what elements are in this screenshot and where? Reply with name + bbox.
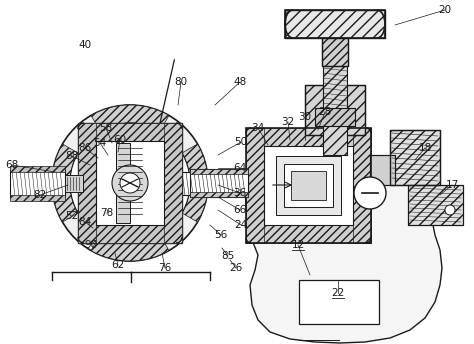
Bar	[323, 60, 347, 155]
Bar	[390, 130, 440, 185]
Text: 56: 56	[214, 230, 228, 240]
Bar	[264, 146, 353, 225]
Bar	[299, 280, 379, 324]
Bar	[353, 128, 371, 243]
Bar	[78, 123, 182, 141]
Wedge shape	[182, 144, 208, 222]
Circle shape	[112, 165, 148, 201]
Bar	[246, 128, 264, 243]
Text: 36: 36	[233, 188, 246, 198]
Bar	[190, 169, 248, 174]
Text: 86: 86	[78, 143, 91, 153]
Bar	[315, 108, 355, 126]
Text: 58: 58	[100, 123, 113, 133]
Bar	[408, 185, 463, 225]
Circle shape	[52, 105, 208, 261]
Text: 30: 30	[299, 112, 311, 122]
Bar	[78, 225, 182, 243]
Text: 62: 62	[111, 260, 125, 270]
Bar	[408, 185, 463, 225]
Bar	[305, 85, 365, 135]
Bar	[276, 156, 341, 215]
Bar	[305, 162, 365, 182]
Bar	[370, 155, 395, 185]
Circle shape	[120, 173, 140, 193]
Bar	[78, 123, 182, 243]
Bar	[300, 178, 370, 213]
Text: 17: 17	[446, 180, 459, 190]
Text: 80: 80	[174, 77, 188, 87]
Text: 90: 90	[84, 240, 98, 250]
Bar	[78, 123, 96, 243]
Text: 52: 52	[65, 211, 79, 221]
Text: 88: 88	[65, 151, 79, 161]
Wedge shape	[91, 235, 169, 261]
Text: 26: 26	[229, 263, 243, 273]
Bar	[116, 143, 130, 223]
Text: 66: 66	[233, 205, 246, 215]
Bar	[285, 10, 385, 38]
Text: 54: 54	[93, 138, 107, 148]
Text: 64: 64	[233, 163, 246, 173]
Bar	[284, 164, 333, 207]
Bar	[10, 195, 65, 201]
Text: 40: 40	[78, 40, 91, 50]
Text: 85: 85	[221, 251, 235, 261]
Bar	[322, 38, 348, 66]
Text: 68: 68	[5, 160, 18, 170]
Bar	[370, 155, 395, 185]
Text: 28: 28	[319, 107, 332, 117]
Text: 60: 60	[113, 135, 127, 145]
Bar	[10, 166, 65, 172]
Text: 32: 32	[282, 117, 295, 127]
Text: 20: 20	[438, 5, 452, 15]
Text: 50: 50	[235, 137, 247, 147]
Circle shape	[70, 123, 190, 243]
Wedge shape	[52, 144, 78, 222]
Bar	[390, 130, 440, 185]
Bar	[285, 10, 385, 38]
Text: 12: 12	[292, 240, 305, 250]
Bar	[305, 85, 365, 135]
Bar	[322, 38, 348, 66]
Bar	[323, 60, 347, 155]
Text: 76: 76	[158, 263, 172, 273]
Bar	[164, 123, 182, 243]
Bar	[291, 171, 326, 200]
Text: 78: 78	[100, 208, 114, 218]
Circle shape	[445, 205, 455, 215]
Polygon shape	[245, 162, 442, 343]
Bar	[246, 128, 371, 146]
Bar	[246, 128, 371, 243]
Bar	[65, 175, 83, 192]
Circle shape	[354, 177, 386, 209]
Text: 84: 84	[78, 217, 91, 227]
Text: 34: 34	[251, 123, 264, 133]
Bar	[246, 225, 371, 243]
Text: 18: 18	[419, 143, 432, 153]
Bar	[190, 169, 248, 197]
Bar	[10, 170, 65, 197]
Bar	[190, 192, 248, 197]
Text: 82: 82	[33, 190, 46, 200]
Bar	[96, 141, 164, 225]
Text: 24: 24	[234, 220, 247, 230]
Wedge shape	[91, 105, 169, 131]
Bar	[300, 178, 370, 213]
Bar	[148, 172, 248, 195]
Text: 48: 48	[233, 77, 246, 87]
Bar	[315, 108, 355, 126]
Text: 22: 22	[331, 288, 345, 298]
